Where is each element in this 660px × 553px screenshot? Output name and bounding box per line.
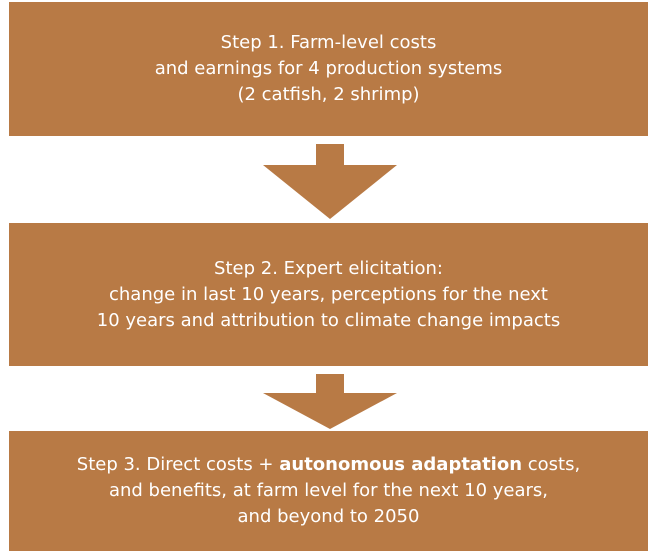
- step-text: Step 2. Expert elicitation:: [214, 257, 443, 279]
- step-text: change in last 10 years, perceptions for…: [109, 283, 548, 305]
- step-text: 10 years and attribution to climate chan…: [96, 309, 561, 331]
- step-text: Step 3. Direct costs + autonomous adapta…: [77, 452, 580, 478]
- step-text: (2 catfish, 2 shrimp): [237, 84, 420, 105]
- text-part: costs,: [522, 454, 581, 475]
- bold-text: autonomous adaptation: [279, 454, 523, 475]
- step-text: Step 1. Farm-level costs: [220, 32, 437, 53]
- step-text: and beyond to 2050: [237, 506, 420, 527]
- step-box: Step 1. Farm-level costs and earnings for…: [9, 2, 648, 136]
- step-text: and earnings for 4 production systems: [154, 58, 503, 79]
- arrow: [263, 374, 397, 429]
- text-part: Step 3. Direct costs +: [76, 454, 280, 475]
- step-text: and benefits, at farm level for the next…: [108, 480, 549, 501]
- step-box: Step 3. Direct costs + autonomous adapta…: [9, 431, 648, 551]
- step-box: Step 2. Expert elicitation: change in las…: [9, 223, 648, 366]
- arrow: [263, 144, 397, 219]
